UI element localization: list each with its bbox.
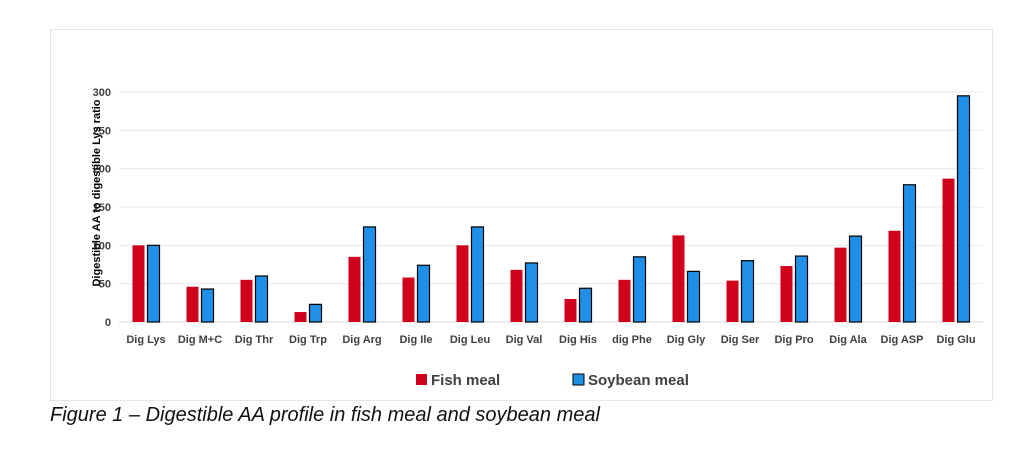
- x-tick-label: Dig ASP: [881, 334, 924, 346]
- bar-fish-meal: [402, 277, 415, 322]
- x-tick-label: Dig Gly: [667, 334, 706, 346]
- x-tick-label: Dig His: [559, 334, 597, 346]
- bar-fish-meal: [456, 245, 469, 322]
- bar-fish-meal: [510, 269, 523, 322]
- bar-fish-meal: [672, 235, 685, 322]
- bar-soybean-meal: [254, 275, 269, 323]
- y-tick-label: 250: [93, 125, 111, 137]
- bar-fish-meal: [888, 230, 901, 322]
- x-tick-label: Dig Val: [506, 334, 543, 346]
- x-tick-label: Dig Ala: [829, 334, 867, 346]
- bar-soybean-meal: [632, 256, 647, 323]
- y-tick-label: 100: [93, 240, 111, 252]
- bar-fish-meal: [834, 247, 847, 322]
- y-tick-label: 300: [93, 87, 111, 99]
- y-axis-ticks: 0 50 100 150 200 250 300: [93, 87, 111, 329]
- bar-fish-meal: [240, 279, 253, 322]
- x-tick-label: Dig Trp: [289, 334, 327, 346]
- bar-fish-meal: [132, 245, 145, 322]
- y-tick-label: 200: [93, 164, 111, 176]
- bar-soybean-meal: [524, 262, 539, 323]
- bar-fish-meal: [780, 266, 793, 322]
- legend-swatch: [416, 374, 427, 385]
- y-tick-label: 150: [93, 202, 111, 214]
- bar-soybean-meal: [362, 226, 377, 323]
- bar-fish-meal: [294, 312, 307, 322]
- x-tick-label: Dig Leu: [450, 334, 490, 346]
- chart-frame: 0 50 100 150 200 250 300 Dig Lys Dig M+C Dig Thr…: [50, 29, 993, 401]
- legend-label: Fish meal: [431, 372, 500, 389]
- bar-soybean-meal: [794, 255, 809, 323]
- x-tick-label: Dig Ser: [721, 334, 760, 346]
- y-axis-title: Digestible AA to digestible Lys ratio: [91, 99, 103, 286]
- bar-soybean-meal: [416, 264, 431, 323]
- bar-soybean-meal: [470, 226, 485, 323]
- bar-soybean-meal: [848, 235, 863, 323]
- bar-fish-meal: [618, 279, 631, 322]
- x-tick-label: Dig Arg: [342, 334, 381, 346]
- bar-soybean-meal: [902, 184, 917, 323]
- x-tick-label: Dig Ile: [399, 334, 432, 346]
- bar-fish-meal: [726, 280, 739, 322]
- x-tick-label: dig Phe: [612, 334, 652, 346]
- bar-chart: 0 50 100 150 200 250 300 Dig Lys Dig M+C Dig Thr…: [91, 87, 983, 389]
- bar-soybean-meal: [200, 288, 215, 323]
- legend-swatch: [572, 373, 585, 386]
- x-tick-label: Dig Pro: [774, 334, 813, 346]
- x-tick-label: Dig M+C: [178, 334, 222, 346]
- x-tick-label: Dig Thr: [235, 334, 274, 346]
- bar-fish-meal: [348, 256, 361, 322]
- y-tick-label: 50: [99, 279, 111, 291]
- bar-soybean-meal: [740, 260, 755, 323]
- bar-soybean-meal: [686, 270, 701, 323]
- bar-soybean-meal: [956, 95, 971, 323]
- bar-soybean-meal: [146, 244, 161, 323]
- legend-label: Soybean meal: [588, 372, 689, 389]
- x-tick-label: Dig Lys: [126, 334, 165, 346]
- bar-soybean-meal: [308, 303, 323, 323]
- bar-fish-meal: [942, 178, 955, 322]
- x-axis-ticks: Dig Lys Dig M+C Dig Thr Dig Trp Dig Arg Dig I…: [126, 334, 975, 346]
- bar-soybean-meal: [578, 287, 593, 323]
- bars: [132, 95, 971, 323]
- bar-fish-meal: [564, 299, 577, 322]
- bar-fish-meal: [186, 286, 199, 322]
- y-tick-label: 0: [105, 317, 111, 329]
- figure-caption: Figure 1 – Digestible AA profile in fish…: [50, 404, 600, 426]
- legend: Fish meal Soybean meal: [416, 372, 689, 389]
- x-tick-label: Dig Glu: [936, 334, 975, 346]
